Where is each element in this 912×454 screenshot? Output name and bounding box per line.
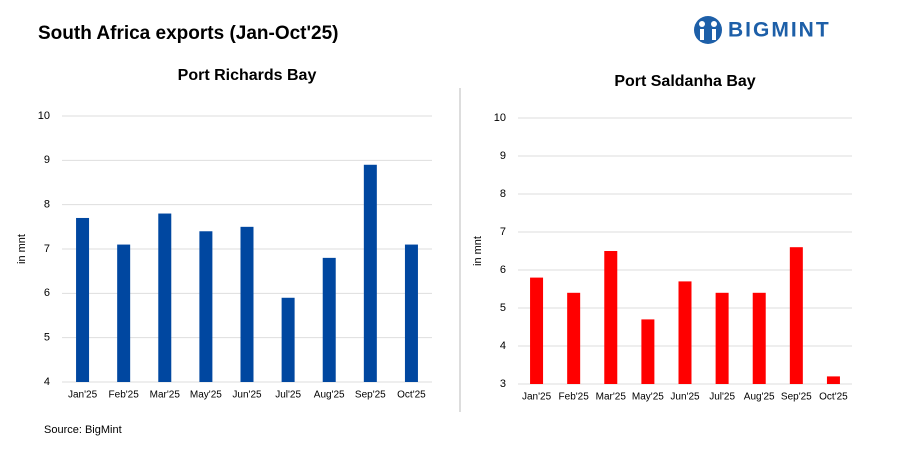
x-tick-label: Oct'25 xyxy=(819,392,848,403)
y-tick-label: 6 xyxy=(44,287,50,299)
chart-title: Port Saldanha Bay xyxy=(614,73,755,90)
bar xyxy=(530,277,544,384)
y-tick-label: 9 xyxy=(500,150,506,162)
x-tick-label: Aug'25 xyxy=(744,392,775,403)
y-axis-label: in mnt xyxy=(16,234,28,264)
y-tick-label: 7 xyxy=(500,226,506,238)
bar xyxy=(715,292,729,384)
y-tick-label: 7 xyxy=(44,243,50,255)
y-tick-label: 8 xyxy=(44,199,50,211)
bar xyxy=(826,376,840,384)
x-tick-label: Jul'25 xyxy=(275,390,301,401)
x-tick-label: Feb'25 xyxy=(109,390,140,401)
chart-title: Port Richards Bay xyxy=(178,67,317,84)
x-tick-label: Jun'25 xyxy=(232,390,262,401)
y-tick-label: 9 xyxy=(44,154,50,166)
bar xyxy=(604,251,618,384)
x-tick-label: Jan'25 xyxy=(522,392,552,403)
x-tick-label: Jan'25 xyxy=(68,390,98,401)
y-tick-label: 5 xyxy=(44,332,50,344)
logo-icon-dot xyxy=(711,21,717,27)
bar xyxy=(158,213,172,382)
bar xyxy=(752,292,766,384)
y-tick-label: 4 xyxy=(500,340,506,352)
page-title: South Africa exports (Jan-Oct'25) xyxy=(38,23,338,44)
x-tick-label: Sep'25 xyxy=(355,390,386,401)
y-tick-label: 10 xyxy=(38,110,50,122)
x-tick-label: Sep'25 xyxy=(781,392,812,403)
logo-icon-dot xyxy=(699,21,705,27)
bar xyxy=(117,244,131,382)
logo-icon xyxy=(694,16,722,44)
y-tick-label: 4 xyxy=(44,376,50,388)
bar xyxy=(789,247,803,384)
bar xyxy=(678,281,692,384)
y-tick-label: 5 xyxy=(500,302,506,314)
x-tick-label: Aug'25 xyxy=(314,390,345,401)
bar xyxy=(76,217,90,382)
logo-icon-bar xyxy=(712,29,716,40)
bar xyxy=(322,257,336,382)
y-tick-label: 10 xyxy=(494,112,506,124)
bar xyxy=(363,164,377,382)
logo-text: BIGMINT xyxy=(728,19,831,42)
logo-icon-bar xyxy=(700,29,704,40)
x-tick-label: Oct'25 xyxy=(397,390,426,401)
x-tick-label: Feb'25 xyxy=(559,392,590,403)
bar xyxy=(281,297,295,382)
y-axis-label: in mnt xyxy=(472,236,484,266)
bar xyxy=(199,231,213,382)
y-tick-label: 3 xyxy=(500,378,506,390)
bar xyxy=(567,292,581,384)
x-tick-label: Mar'25 xyxy=(150,390,181,401)
bar xyxy=(641,319,655,384)
bar xyxy=(240,226,254,382)
x-tick-label: Jun'25 xyxy=(670,392,700,403)
x-tick-label: Mar'25 xyxy=(596,392,627,403)
y-tick-label: 6 xyxy=(500,264,506,276)
logo: BIGMINT xyxy=(694,16,831,44)
bar xyxy=(404,244,418,382)
x-tick-label: May'25 xyxy=(632,392,664,403)
source: Source: BigMint xyxy=(44,424,122,436)
y-tick-label: 8 xyxy=(500,188,506,200)
x-tick-label: Jul'25 xyxy=(709,392,735,403)
x-tick-label: May'25 xyxy=(190,390,222,401)
